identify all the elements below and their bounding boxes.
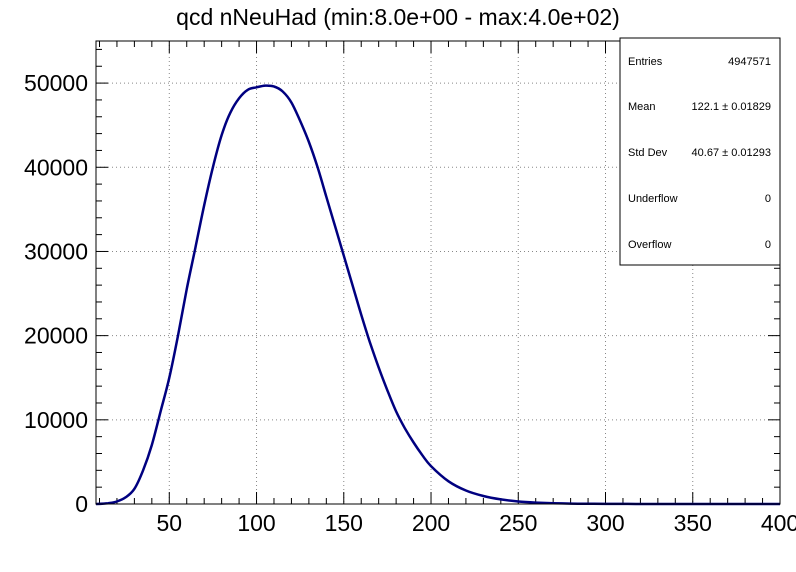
stats-overflow-value: 0 bbox=[765, 239, 771, 251]
y-tick-labels: 0 10000 20000 30000 40000 50000 bbox=[24, 70, 88, 517]
y-tick-label: 40000 bbox=[24, 154, 88, 180]
stats-underflow-value: 0 bbox=[765, 193, 771, 205]
stats-overflow-label: Overflow bbox=[628, 239, 671, 251]
stats-stddev-value: 40.67 ± 0.01293 bbox=[692, 147, 771, 159]
x-tick-labels: 50 100 150 200 250 300 350 400 bbox=[156, 510, 796, 536]
stats-entries-value: 4947571 bbox=[728, 56, 771, 68]
y-tick-label: 20000 bbox=[24, 323, 88, 349]
stats-underflow-label: Underflow bbox=[628, 193, 678, 205]
series-line bbox=[95, 84, 780, 506]
stats-mean-value: 122.1 ± 0.01829 bbox=[692, 101, 771, 113]
x-tick-label: 300 bbox=[586, 510, 624, 536]
x-tick-label: 100 bbox=[237, 510, 275, 536]
x-tick-label: 400 bbox=[761, 510, 796, 536]
x-tick-label: 250 bbox=[499, 510, 537, 536]
y-tick-label: 10000 bbox=[24, 407, 88, 433]
stats-stddev-label: Std Dev bbox=[628, 147, 668, 159]
stats-mean-label: Mean bbox=[628, 101, 656, 113]
y-tick-label: 30000 bbox=[24, 238, 88, 264]
x-tick-label: 350 bbox=[674, 510, 712, 536]
x-tick-label: 200 bbox=[412, 510, 450, 536]
plot-frame bbox=[95, 40, 781, 505]
stats-box-frame bbox=[619, 37, 781, 266]
stats-entries-label: Entries bbox=[628, 56, 663, 68]
x-tick-label: 150 bbox=[325, 510, 363, 536]
y-tick-label: 0 bbox=[75, 491, 88, 517]
x-tick-label: 50 bbox=[156, 510, 182, 536]
chart-title: qcd nNeuHad (min:8.0e+00 - max:4.0e+02) bbox=[176, 4, 620, 30]
y-tick-label: 50000 bbox=[24, 70, 88, 96]
stats-box: Entries 4947571 Mean 122.1 ± 0.01829 Std… bbox=[619, 37, 781, 266]
